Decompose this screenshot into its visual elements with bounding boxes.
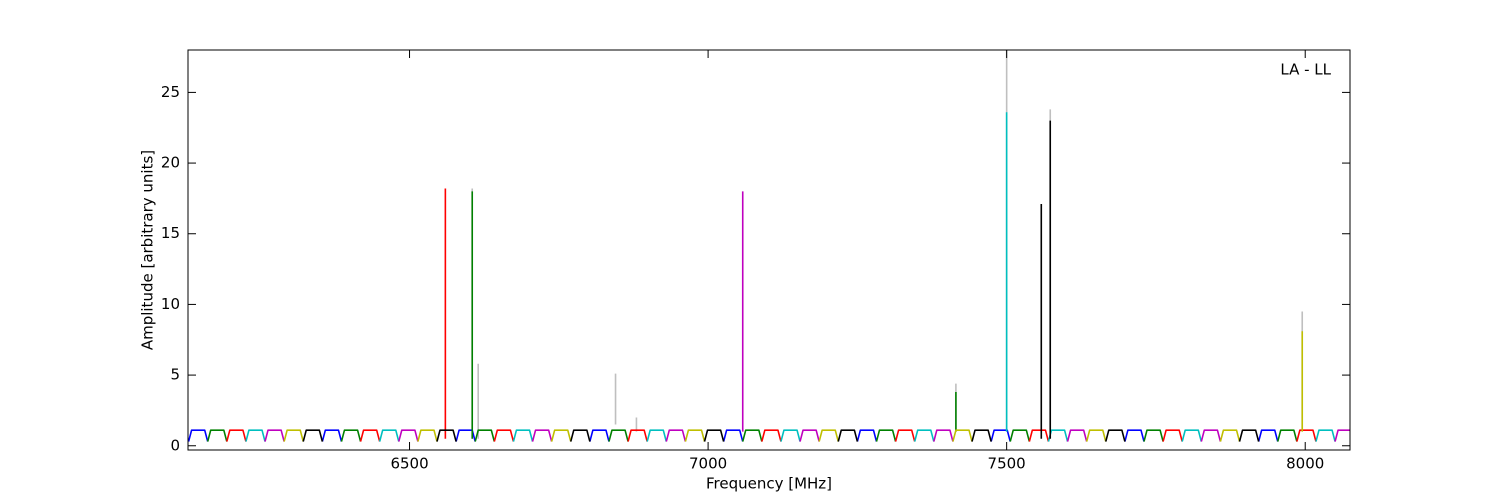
- y-tick-label: 5: [170, 366, 180, 384]
- x-tick-label: 7000: [689, 455, 727, 473]
- x-tick-label: 6500: [390, 455, 428, 473]
- series-line: [245, 112, 1336, 442]
- series-line: [264, 191, 1350, 442]
- series-line: [188, 429, 1279, 442]
- series-line: [283, 331, 1304, 442]
- series-line: [226, 188, 1317, 442]
- series-line: [206, 191, 1298, 442]
- y-axis-label: Amplitude [arbitrary units]: [139, 150, 157, 350]
- plot-lines: [188, 50, 1350, 442]
- x-tick-label: 8000: [1286, 455, 1324, 473]
- y-tick-label: 25: [161, 83, 180, 101]
- x-tick-label: 7500: [988, 455, 1026, 473]
- y-tick-label: 15: [161, 224, 180, 242]
- y-tick-label: 10: [161, 295, 180, 313]
- series-line: [302, 120, 1260, 442]
- y-tick-label: 20: [161, 154, 180, 172]
- annotation: LA - LL: [1280, 61, 1331, 79]
- x-axis-label: Frequency [MHz]: [706, 475, 832, 493]
- plot-frame: [187, 49, 1351, 451]
- y-tick-label: 0: [170, 436, 180, 454]
